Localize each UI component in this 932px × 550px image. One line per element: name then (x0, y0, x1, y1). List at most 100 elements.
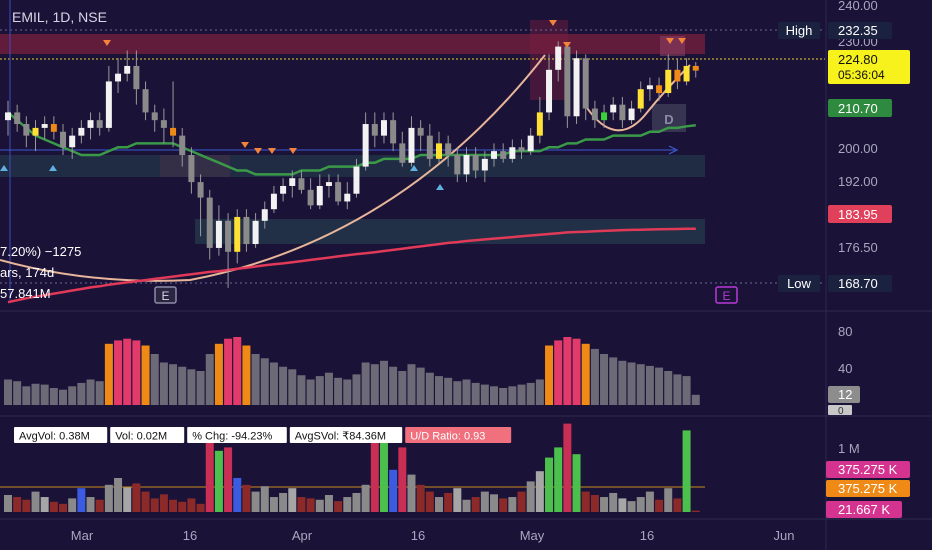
candle-body[interactable] (683, 65, 690, 82)
candle-body[interactable] (78, 127, 85, 136)
candle-body[interactable] (399, 143, 406, 163)
candle-body[interactable] (41, 124, 48, 128)
candle-body[interactable] (491, 151, 498, 159)
candle-body[interactable] (463, 155, 470, 175)
candle-body[interactable] (142, 89, 149, 113)
volume-bar (462, 499, 471, 512)
candle-body[interactable] (124, 65, 131, 74)
volume-bar (104, 484, 113, 512)
candle-body[interactable] (170, 127, 177, 136)
candle-body[interactable] (234, 216, 241, 252)
candle-body[interactable] (665, 69, 672, 94)
y-tick-label: 192.00 (838, 174, 878, 189)
earnings-marker[interactable] (154, 286, 177, 304)
candle-body[interactable] (188, 155, 195, 183)
volume-bar (379, 440, 388, 512)
price-axis[interactable]: 240.00 230.00 200.00 192.00 176.50 High … (778, 0, 910, 292)
candle-body[interactable] (105, 81, 112, 128)
candle-body[interactable] (298, 178, 305, 190)
volume-bar (279, 492, 288, 512)
candle-body[interactable] (5, 112, 11, 121)
volume-bar (535, 471, 544, 512)
candle-body[interactable] (160, 120, 167, 128)
candle-body[interactable] (610, 104, 617, 113)
candle-body[interactable] (445, 143, 452, 155)
candle-body[interactable] (509, 147, 516, 159)
candle-body[interactable] (96, 120, 103, 128)
candle-body[interactable] (197, 182, 204, 198)
candle-body[interactable] (674, 69, 681, 82)
candle-body[interactable] (353, 166, 360, 194)
candle-body[interactable] (280, 185, 287, 194)
candle-body[interactable] (380, 120, 387, 136)
candle-body[interactable] (555, 46, 562, 70)
volume-bar (389, 469, 398, 512)
candle-body[interactable] (243, 216, 250, 245)
candle-body[interactable] (252, 220, 259, 245)
candle-body[interactable] (115, 73, 122, 82)
candle-body[interactable] (270, 193, 277, 210)
candle-body[interactable] (582, 58, 589, 109)
candle-body[interactable] (289, 178, 296, 186)
candle-body[interactable] (573, 58, 580, 117)
candle-body[interactable] (601, 112, 608, 121)
rsi-bar (279, 366, 288, 405)
volume-bar (123, 487, 132, 512)
candle-body[interactable] (408, 127, 415, 163)
candle-body[interactable] (500, 151, 507, 159)
candle-body[interactable] (261, 209, 268, 221)
volume-bar (159, 494, 168, 512)
candle-body[interactable] (454, 155, 461, 175)
info-label-change: 7.20%) −1275 (0, 244, 81, 259)
candle-body[interactable] (536, 112, 543, 136)
candle-body[interactable] (646, 85, 653, 90)
stat-badge-text: AvgSVol: ₹84.36M (295, 431, 386, 443)
candle-body[interactable] (151, 112, 158, 121)
candle-body[interactable] (656, 85, 663, 94)
candle-body[interactable] (371, 124, 378, 136)
candle-body[interactable] (50, 124, 57, 132)
candle-body[interactable] (206, 197, 213, 248)
candle-body[interactable] (591, 108, 598, 121)
rsi-bar (315, 376, 324, 405)
candle-body[interactable] (225, 220, 232, 252)
candle-body[interactable] (335, 182, 342, 202)
candle-body[interactable] (316, 185, 323, 206)
candle-body[interactable] (527, 135, 534, 152)
candle-body[interactable] (14, 112, 21, 125)
candle-body[interactable] (546, 69, 553, 113)
candle-body[interactable] (564, 46, 571, 117)
candle-body[interactable] (179, 135, 186, 155)
time-axis[interactable]: Mar 16 Apr 16 May 16 Jun (71, 528, 795, 543)
candle-body[interactable] (692, 65, 699, 71)
candle-body[interactable] (619, 104, 626, 121)
candle-body[interactable] (325, 182, 332, 186)
earnings-marker-upcoming[interactable] (715, 286, 738, 304)
candle-body[interactable] (362, 124, 369, 167)
stat-badge (14, 427, 108, 443)
candle-body[interactable] (417, 127, 424, 136)
candle-body[interactable] (133, 65, 140, 90)
candle-body[interactable] (390, 120, 397, 144)
candle-body[interactable] (69, 135, 76, 148)
candle-body[interactable] (32, 127, 39, 136)
rsi-bar (655, 367, 664, 405)
candle-body[interactable] (426, 135, 433, 159)
candle-body[interactable] (481, 158, 488, 171)
candle-body[interactable] (23, 124, 30, 136)
rsi-tick: 80 (838, 324, 852, 339)
candle-body[interactable] (215, 220, 222, 248)
candle-body[interactable] (637, 89, 644, 109)
candle-body[interactable] (307, 189, 314, 206)
volume-bar (214, 450, 223, 512)
candle-body[interactable] (518, 147, 525, 152)
candle-body[interactable] (472, 155, 479, 171)
candle-body[interactable] (60, 131, 67, 148)
candle-body[interactable] (628, 108, 635, 121)
volume-bar (31, 491, 40, 512)
candle-body[interactable] (435, 143, 442, 159)
candle-body[interactable] (87, 120, 94, 128)
volume-bar (480, 491, 489, 512)
candle-body[interactable] (344, 193, 351, 202)
